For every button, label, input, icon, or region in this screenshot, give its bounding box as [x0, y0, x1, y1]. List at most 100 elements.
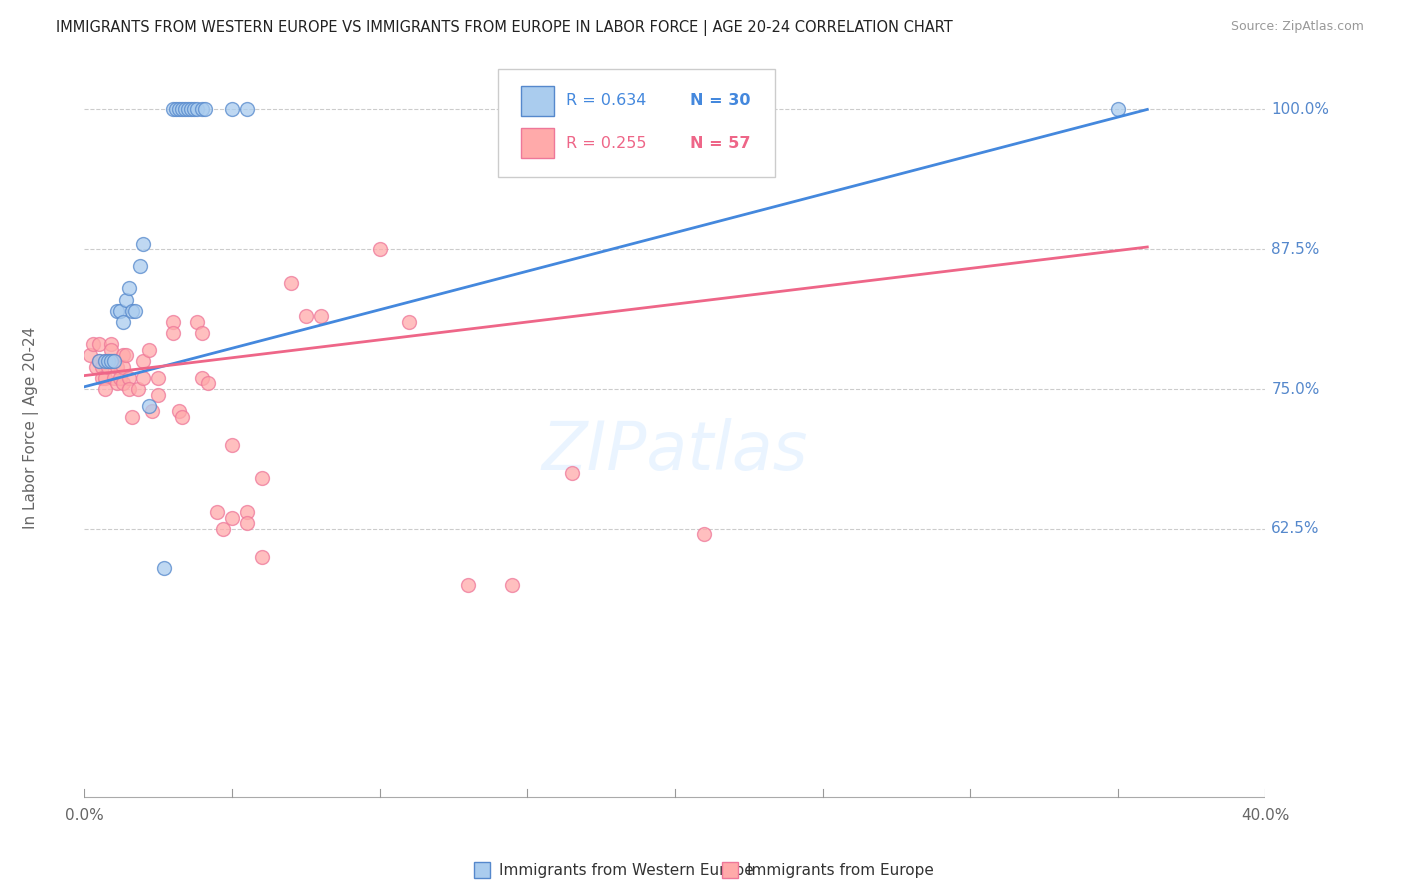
Point: [177, 103, 200, 117]
Text: R = 0.255: R = 0.255: [567, 136, 647, 151]
Point: [118, 281, 141, 295]
Point: [121, 303, 143, 318]
Point: [170, 103, 193, 117]
Bar: [522, 128, 554, 159]
Text: 87.5%: 87.5%: [1271, 242, 1320, 257]
Point: [97, 354, 120, 368]
Point: [111, 359, 134, 374]
Point: [457, 578, 479, 592]
Point: [91, 359, 114, 374]
Point: [105, 303, 128, 318]
Point: [111, 315, 134, 329]
Point: [91, 371, 114, 385]
Point: [250, 471, 273, 485]
Point: [87, 354, 111, 368]
Point: [132, 371, 155, 385]
Point: [212, 522, 235, 536]
Text: 62.5%: 62.5%: [1271, 521, 1320, 536]
Point: [118, 382, 141, 396]
Text: 100.0%: 100.0%: [1271, 102, 1329, 117]
Point: [191, 371, 214, 385]
Point: [87, 337, 111, 351]
Text: Immigrants from Western Europe: Immigrants from Western Europe: [499, 863, 754, 878]
Point: [79, 349, 101, 363]
Point: [138, 343, 160, 357]
Point: [153, 561, 176, 575]
Point: [100, 337, 122, 351]
Point: [167, 404, 190, 418]
Bar: [723, 862, 738, 879]
Point: [162, 103, 184, 117]
Point: [148, 371, 170, 385]
Text: ZIPatlas: ZIPatlas: [541, 417, 808, 483]
Point: [108, 303, 131, 318]
Point: [111, 376, 134, 391]
Text: Source: ZipAtlas.com: Source: ZipAtlas.com: [1230, 20, 1364, 33]
Point: [561, 466, 583, 480]
Point: [94, 371, 117, 385]
Point: [132, 354, 155, 368]
Bar: [474, 862, 489, 879]
Point: [82, 337, 104, 351]
Point: [94, 382, 117, 396]
Point: [221, 103, 243, 117]
Point: [197, 376, 219, 391]
Text: 0.0%: 0.0%: [65, 808, 104, 823]
Point: [250, 549, 273, 564]
Point: [97, 359, 120, 374]
Point: [103, 354, 125, 368]
Point: [194, 103, 217, 117]
Text: IMMIGRANTS FROM WESTERN EUROPE VS IMMIGRANTS FROM EUROPE IN LABOR FORCE | AGE 20: IMMIGRANTS FROM WESTERN EUROPE VS IMMIGR…: [56, 20, 953, 36]
Point: [165, 103, 187, 117]
Point: [207, 505, 229, 519]
Bar: [522, 86, 554, 116]
Point: [236, 516, 259, 531]
Point: [368, 242, 391, 256]
Text: N = 57: N = 57: [690, 136, 751, 151]
Point: [100, 354, 122, 368]
Point: [280, 276, 302, 290]
Point: [103, 371, 125, 385]
Point: [183, 103, 205, 117]
Point: [124, 303, 146, 318]
Point: [105, 359, 128, 374]
Text: R = 0.634: R = 0.634: [567, 94, 647, 108]
Point: [398, 315, 420, 329]
Text: 40.0%: 40.0%: [1241, 808, 1289, 823]
Point: [127, 382, 149, 396]
Point: [221, 510, 243, 524]
Point: [103, 354, 125, 368]
Point: [173, 103, 195, 117]
FancyBboxPatch shape: [498, 69, 775, 178]
Text: N = 30: N = 30: [690, 94, 751, 108]
Point: [191, 103, 214, 117]
Point: [87, 354, 111, 368]
Point: [186, 103, 208, 117]
Point: [114, 293, 136, 307]
Point: [94, 354, 117, 368]
Text: In Labor Force | Age 20-24: In Labor Force | Age 20-24: [24, 327, 39, 529]
Point: [162, 315, 184, 329]
Point: [167, 103, 190, 117]
Point: [111, 349, 134, 363]
Point: [236, 103, 259, 117]
Point: [141, 404, 163, 418]
Point: [121, 409, 143, 424]
Point: [221, 438, 243, 452]
Point: [693, 527, 716, 541]
Point: [129, 259, 152, 273]
Point: [138, 399, 160, 413]
Point: [162, 326, 184, 340]
Point: [118, 371, 141, 385]
Text: Immigrants from Europe: Immigrants from Europe: [747, 863, 934, 878]
Point: [295, 310, 318, 324]
Text: 75.0%: 75.0%: [1271, 382, 1320, 397]
Point: [105, 376, 128, 391]
Point: [97, 354, 120, 368]
Point: [236, 505, 259, 519]
Point: [114, 349, 136, 363]
Point: [170, 409, 193, 424]
Point: [148, 387, 170, 401]
Point: [186, 315, 208, 329]
Point: [1107, 103, 1129, 117]
